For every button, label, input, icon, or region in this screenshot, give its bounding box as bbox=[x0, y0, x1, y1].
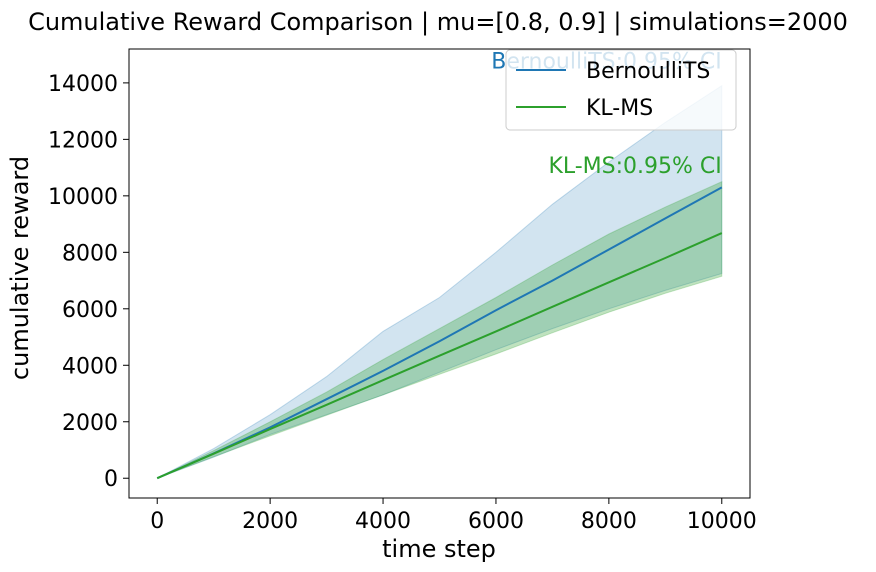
annotation-1: KL-MS:0.95% CI bbox=[548, 154, 721, 179]
y-tick-label: 14000 bbox=[48, 72, 118, 97]
y-tick-label: 2000 bbox=[62, 411, 118, 436]
y-axis: 0 2000 4000 6000 8000 10000 12000 14000 bbox=[48, 72, 129, 492]
y-tick-label: 4000 bbox=[62, 354, 118, 379]
ci-band-bernoullits bbox=[156, 84, 723, 479]
y-tick-label: 8000 bbox=[62, 241, 118, 266]
ci-band-kl-ms bbox=[156, 180, 723, 479]
legend-label-kl-ms: KL-MS bbox=[586, 96, 653, 121]
y-tick-label: 12000 bbox=[48, 128, 118, 153]
x-tick-label: 0 bbox=[150, 509, 164, 534]
x-tick-label: 6000 bbox=[468, 509, 524, 534]
y-tick-label: 6000 bbox=[62, 298, 118, 323]
x-axis: 0 2000 4000 6000 8000 10000 bbox=[150, 498, 757, 534]
x-tick-label: 10000 bbox=[687, 509, 757, 534]
series-line-bernoullits bbox=[156, 186, 723, 480]
plot-area bbox=[156, 84, 723, 480]
legend-label-bernoullits: BernoulliTS bbox=[586, 59, 710, 84]
axes-frame bbox=[128, 48, 751, 499]
x-tick-label: 8000 bbox=[581, 509, 637, 534]
x-axis-label: time step bbox=[382, 535, 496, 563]
y-tick-label: 10000 bbox=[48, 185, 118, 210]
chart-title: Cumulative Reward Comparison | mu=[0.8, … bbox=[28, 8, 848, 36]
series-line-kl-ms bbox=[156, 232, 723, 480]
x-tick-label: 2000 bbox=[242, 509, 298, 534]
x-tick-label: 4000 bbox=[355, 509, 411, 534]
y-axis-label: cumulative reward bbox=[6, 156, 34, 380]
legend: BernoulliTS KL-MS bbox=[505, 49, 737, 131]
y-tick-label: 0 bbox=[104, 467, 118, 492]
